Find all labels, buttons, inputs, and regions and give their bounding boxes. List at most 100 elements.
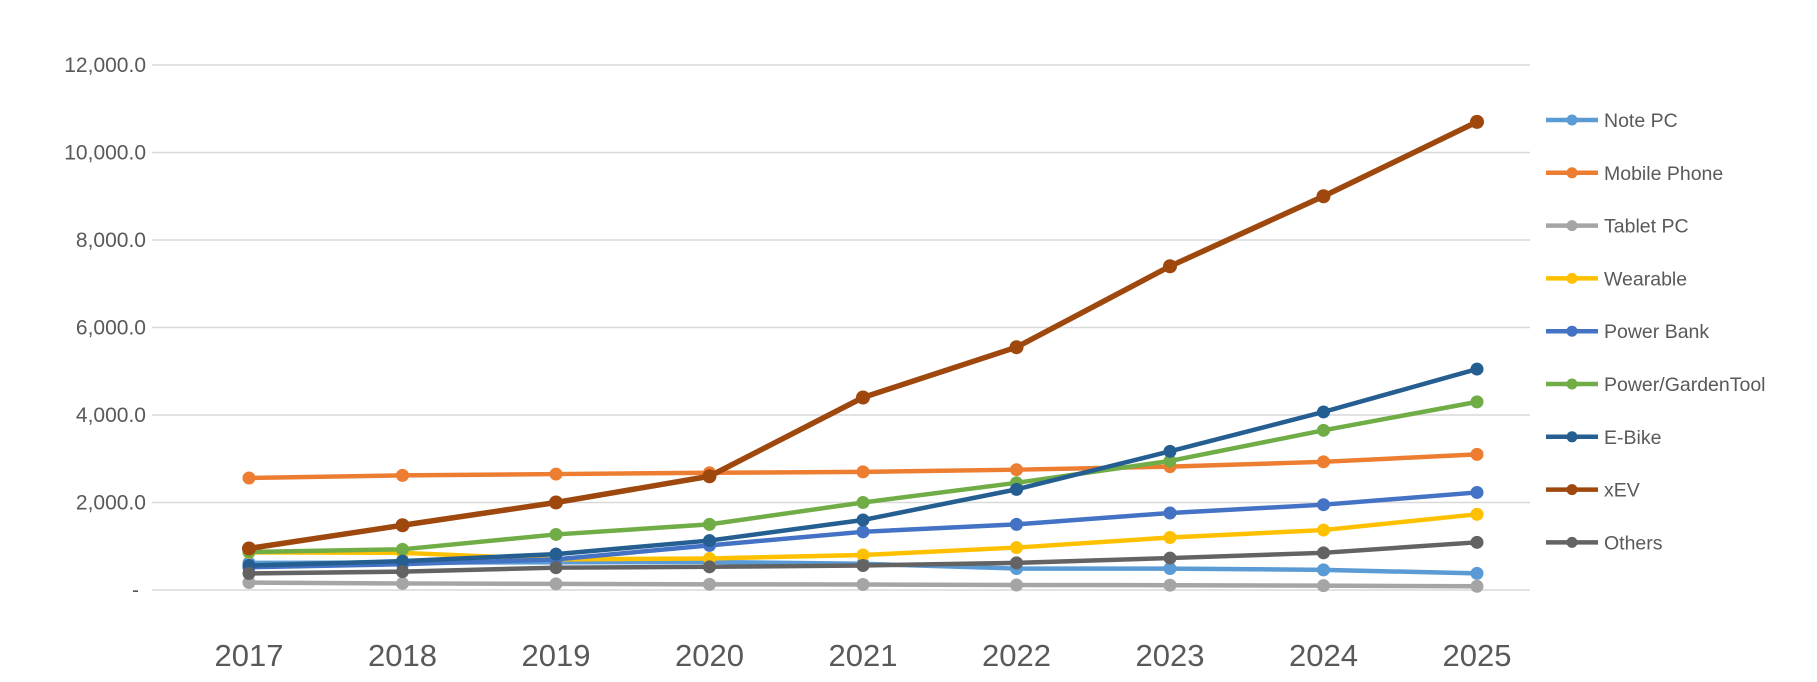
data-point-others-2021 [856, 559, 870, 572]
data-point-others-2020 [703, 560, 716, 574]
data-point-others-2017 [242, 566, 256, 580]
data-point-note-pc-2023 [1163, 562, 1177, 576]
legend-marker-dot-mobile-phone-icon [1566, 167, 1578, 179]
series-tablet-pc [242, 576, 1484, 593]
legend-marker-dot-note-pc-icon [1566, 114, 1578, 126]
data-point-wearable-2021 [856, 548, 870, 562]
legend-label-e-bike: E-Bike [1604, 427, 1661, 449]
data-point-wearable-2024 [1317, 523, 1330, 537]
data-point-mobile-phone-2017 [242, 471, 256, 485]
x-axis-tick-label-2024: 2024 [1289, 638, 1358, 673]
x-axis: 2017 2018 2019 2020 2021 2022 2023 2024 2025 [215, 638, 1512, 673]
data-point-wearable-2022 [1010, 541, 1023, 555]
legend-item-others: Others [1546, 532, 1663, 554]
data-point-power-bank-2024 [1317, 498, 1330, 512]
data-point-tablet-pc-2022 [1010, 578, 1023, 592]
series-mobile-phone [242, 447, 1484, 485]
data-point-others-2025 [1470, 535, 1484, 549]
data-point-tablet-pc-2019 [549, 577, 563, 591]
y-axis-tick-label: 2,000.0 [76, 492, 146, 515]
data-point-others-2022 [1010, 556, 1023, 570]
data-point-note-pc-2024 [1317, 563, 1330, 577]
data-point-mobile-phone-2022 [1010, 463, 1023, 477]
data-point-tablet-pc-2017 [242, 576, 256, 590]
data-point-mobile-phone-2021 [856, 465, 870, 479]
legend-label-wearable: Wearable [1604, 268, 1687, 290]
data-point-xev-2023 [1163, 259, 1177, 274]
legend-item-note-pc: Note PC [1546, 110, 1678, 132]
data-point-tablet-pc-2018 [396, 576, 409, 590]
data-point-xev-2020 [702, 469, 717, 484]
data-point-wearable-2023 [1163, 531, 1177, 544]
series-others [242, 535, 1484, 580]
legend-marker-dot-xev-icon [1566, 484, 1578, 496]
y-axis-tick-label: 4,000.0 [76, 404, 146, 427]
y-axis-tick-label: - [132, 579, 139, 602]
data-point-xev-2019 [549, 495, 563, 510]
data-point-power-gardentool-2023 [1163, 454, 1177, 468]
legend-marker-dot-e-bike-icon [1566, 431, 1578, 443]
data-point-tablet-pc-2021 [856, 578, 870, 592]
data-point-tablet-pc-2024 [1317, 579, 1330, 593]
data-point-power-bank-2021 [856, 525, 870, 539]
chart-legend: Note PC Mobile Phone Tablet PC Wearable Powe… [1546, 110, 1766, 554]
data-point-wearable-2025 [1470, 507, 1484, 521]
legend-item-e-bike: E-Bike [1546, 427, 1661, 449]
data-point-power-gardentool-2025 [1470, 395, 1484, 409]
legend-item-power-gardentool: Power/GardenTool [1546, 374, 1766, 396]
data-point-tablet-pc-2023 [1163, 578, 1177, 592]
x-axis-tick-label-2019: 2019 [522, 638, 591, 673]
data-point-e-bike-2024 [1317, 405, 1330, 419]
legend-label-note-pc: Note PC [1604, 110, 1678, 132]
data-point-others-2018 [396, 565, 409, 579]
series-line-xev [246, 119, 1480, 552]
data-point-mobile-phone-2024 [1317, 455, 1330, 469]
data-point-e-bike-2025 [1470, 362, 1484, 376]
data-point-mobile-phone-2019 [549, 467, 563, 481]
data-point-power-gardentool-2020 [703, 517, 716, 531]
legend-item-tablet-pc: Tablet PC [1546, 216, 1689, 238]
y-axis-tick-label: 12,000.0 [64, 54, 146, 77]
data-point-e-bike-2018 [396, 554, 409, 568]
data-point-tablet-pc-2020 [703, 577, 716, 591]
legend-marker-dot-tablet-pc-icon [1566, 220, 1578, 232]
data-point-power-gardentool-2018 [396, 542, 409, 556]
data-point-mobile-phone-2025 [1470, 447, 1484, 461]
data-point-xev-2021 [856, 390, 870, 405]
data-point-power-gardentool-2019 [549, 527, 563, 541]
legend-label-tablet-pc: Tablet PC [1604, 216, 1689, 238]
legend-marker-dot-power-bank-icon [1566, 325, 1578, 337]
data-point-power-gardentool-2021 [856, 496, 870, 509]
data-point-e-bike-2023 [1163, 444, 1177, 458]
data-point-xev-2022 [1009, 340, 1024, 355]
y-axis-tick-label: 6,000.0 [76, 317, 146, 340]
data-point-xev-2024 [1316, 189, 1331, 204]
data-point-e-bike-2019 [549, 547, 563, 561]
x-axis-tick-label-2017: 2017 [215, 638, 284, 673]
data-point-power-bank-2025 [1470, 485, 1484, 499]
legend-label-xev: xEV [1604, 480, 1640, 502]
x-axis-tick-label-2018: 2018 [368, 638, 437, 673]
series-e-bike [242, 362, 1484, 572]
legend-item-mobile-phone: Mobile Phone [1546, 163, 1723, 185]
x-axis-tick-label-2023: 2023 [1136, 638, 1205, 673]
legend-label-others: Others [1604, 532, 1663, 554]
x-axis-tick-label-2025: 2025 [1443, 638, 1512, 673]
legend-label-power-gardentool: Power/GardenTool [1604, 374, 1766, 396]
data-point-note-pc-2025 [1470, 566, 1484, 580]
data-point-power-bank-2022 [1010, 517, 1023, 531]
data-point-xev-2017 [242, 541, 256, 556]
data-point-xev-2025 [1470, 114, 1484, 129]
data-point-tablet-pc-2025 [1470, 579, 1484, 593]
legend-label-mobile-phone: Mobile Phone [1604, 163, 1723, 185]
y-axis: - 2,000.0 4,000.0 6,000.0 8,000.0 10,000.0 12,… [64, 54, 1530, 602]
data-point-others-2023 [1163, 551, 1177, 565]
legend-marker-dot-power-gardentool-icon [1566, 378, 1578, 390]
data-point-e-bike-2022 [1010, 482, 1023, 496]
x-axis-tick-label-2020: 2020 [675, 638, 744, 673]
series-xev [242, 114, 1484, 556]
data-point-xev-2018 [395, 518, 410, 533]
y-axis-tick-label: 8,000.0 [76, 229, 146, 252]
data-point-power-bank-2023 [1163, 506, 1177, 520]
